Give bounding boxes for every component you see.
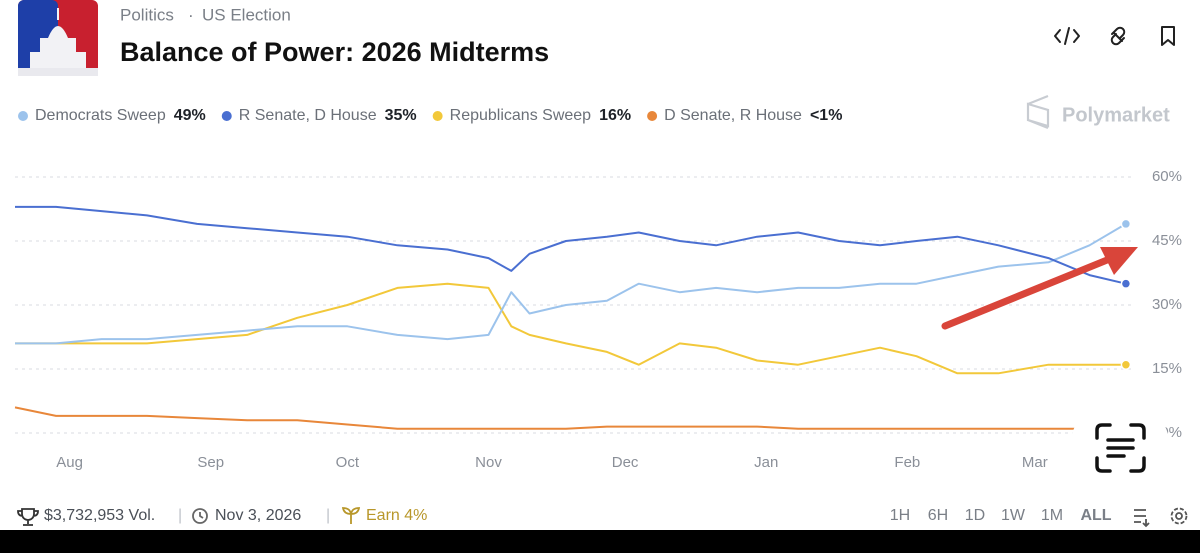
series-line	[15, 223, 1127, 345]
scan-button[interactable]	[1070, 398, 1170, 498]
subcategory[interactable]: US Election	[202, 5, 291, 24]
series-line	[15, 282, 1126, 375]
x-tick-label: Feb	[894, 454, 920, 471]
timeframe-button[interactable]: 1W	[1001, 507, 1026, 524]
y-tick-label: 15%	[1152, 360, 1182, 377]
timeframe-button[interactable]: ALL	[1080, 507, 1111, 524]
x-tick-label: Oct	[336, 454, 360, 471]
plot-area: 0%15%30%45%60%Aug Sep Oct Nov Dec Jan Feb Mar	[14, 168, 1182, 471]
x-tick-label: Jan	[754, 454, 778, 471]
legend-value: 16%	[599, 107, 631, 124]
sprout-icon	[341, 507, 361, 524]
legend-label: Republicans Sweep	[450, 107, 592, 124]
trophy-icon	[17, 508, 39, 526]
legend-value: 35%	[385, 107, 417, 124]
filter-icon[interactable]	[1134, 509, 1150, 528]
y-tick-label: 30%	[1152, 296, 1182, 313]
legend-value: <1%	[810, 107, 842, 124]
market-title: Balance of Power: 2026 Midterms	[120, 37, 549, 67]
y-tick-label: 60%	[1152, 168, 1182, 185]
earn-rate[interactable]: Earn 4%	[366, 507, 427, 524]
bottom-bar	[0, 530, 1200, 553]
x-tick-label: Sep	[197, 454, 224, 471]
legend-label: D Senate, R House	[664, 107, 802, 124]
legend-value: 49%	[174, 107, 206, 124]
separator: |	[326, 507, 330, 524]
separator: |	[178, 507, 182, 524]
settings-icon[interactable]	[1170, 507, 1188, 525]
link-button[interactable]	[1110, 26, 1126, 46]
series-line	[14, 406, 1126, 430]
x-tick-label: Dec	[612, 454, 639, 471]
brand-name: Polymarket	[1062, 104, 1170, 126]
category[interactable]: Politics	[120, 5, 174, 24]
x-tick-label: Mar	[1022, 454, 1048, 471]
y-tick-label: 45%	[1152, 232, 1182, 249]
clock-icon	[192, 508, 208, 524]
timeframe-selector: 1H 6H 1D 1W 1M ALL	[890, 507, 1112, 524]
legend-label: Democrats Sweep	[35, 107, 166, 124]
brand-logo	[1026, 94, 1050, 130]
series-line	[15, 205, 1127, 285]
timeframe-button[interactable]: 1D	[965, 507, 985, 524]
legend-swatch	[221, 111, 232, 121]
bookmark-button[interactable]	[1161, 26, 1175, 46]
x-tick-label: Nov	[475, 454, 502, 471]
end-date: Nov 3, 2026	[215, 507, 301, 524]
separator: ·	[188, 5, 194, 24]
x-tick-label: Aug	[56, 454, 83, 471]
legend-swatch	[18, 111, 28, 121]
legend: Democrats Sweep 49% R Senate, D House 35% Re…	[18, 107, 842, 124]
end-marker	[1120, 218, 1132, 230]
legend-label: R Senate, D House	[239, 107, 377, 124]
timeframe-button[interactable]: 1H	[890, 507, 910, 524]
end-marker	[1120, 278, 1132, 289]
legend-swatch	[432, 111, 443, 121]
timeframe-button[interactable]: 1M	[1041, 507, 1063, 524]
annotation-arrow	[941, 247, 1138, 330]
market-thumbnail	[18, 0, 98, 76]
legend-swatch	[647, 111, 658, 121]
embed-button[interactable]	[1054, 27, 1080, 45]
timeframe-button[interactable]: 6H	[928, 507, 948, 524]
end-marker	[1120, 359, 1132, 370]
volume: $3,732,953 Vol.	[44, 507, 155, 524]
